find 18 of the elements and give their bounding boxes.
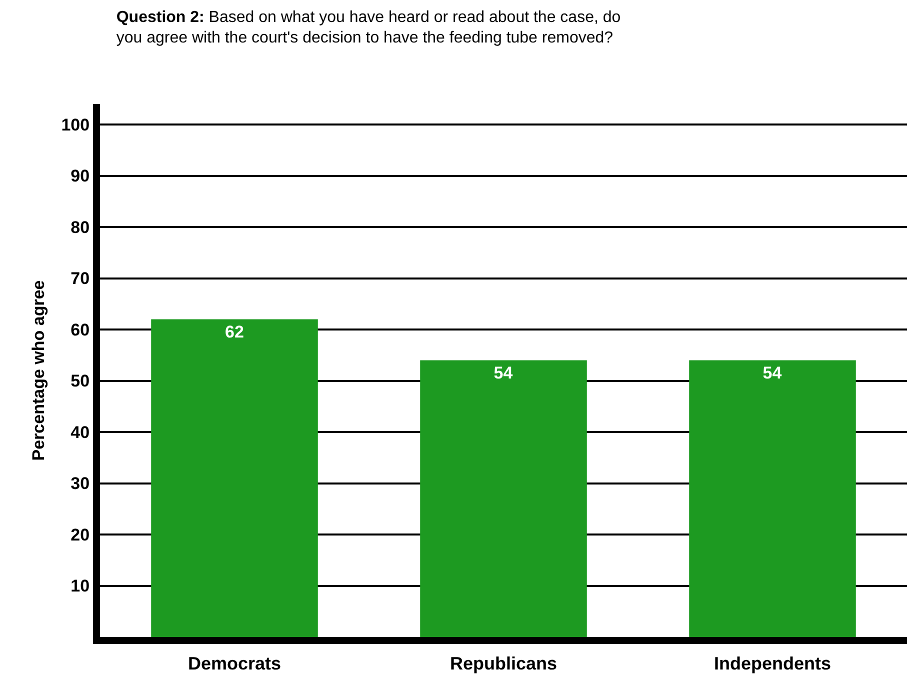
x-tick-label: Republicans	[450, 654, 558, 674]
y-tick-label: 10	[70, 576, 90, 596]
y-tick-label: 20	[70, 525, 90, 544]
x-tick-label: Democrats	[188, 654, 282, 674]
y-tick-label: 90	[70, 166, 90, 186]
x-tick-label: Independents	[714, 654, 832, 674]
data-label: 62	[225, 322, 244, 342]
y-tick-label: 80	[70, 218, 90, 237]
data-label: 54	[494, 363, 514, 382]
data-label: 54	[762, 363, 782, 382]
y-tick-label: 50	[70, 372, 90, 391]
y-tick-label: 70	[70, 269, 90, 288]
y-tick-label: 100	[61, 115, 90, 134]
y-tick-label: 40	[70, 422, 90, 442]
y-tick-label: 60	[70, 320, 90, 340]
y-tick-label: 30	[70, 474, 90, 494]
y-axis-title: Percentage who agree	[28, 280, 48, 461]
chart-title: Question 2: Based on what you have heard or read about the case, do you agree with the court's decision to have the feeding tube removed?	[116, 8, 621, 47]
